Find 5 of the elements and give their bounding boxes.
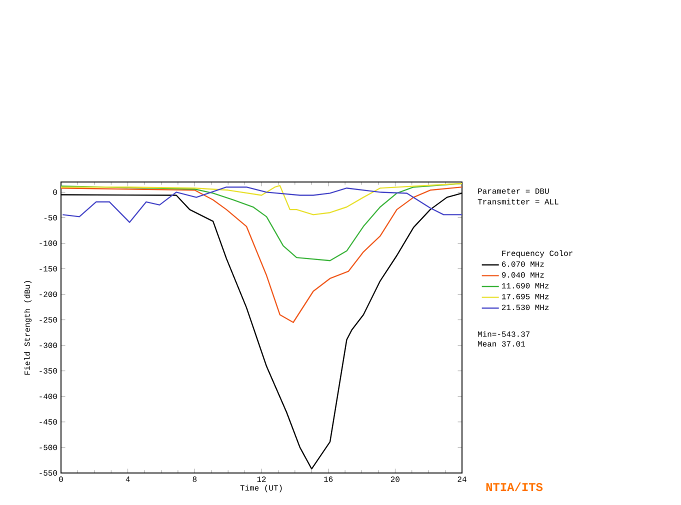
line-series	[60, 186, 463, 323]
line-series	[60, 182, 463, 262]
text: NTIA/ITS	[486, 482, 543, 492]
line-series	[60, 182, 463, 216]
line-series	[62, 186, 463, 223]
